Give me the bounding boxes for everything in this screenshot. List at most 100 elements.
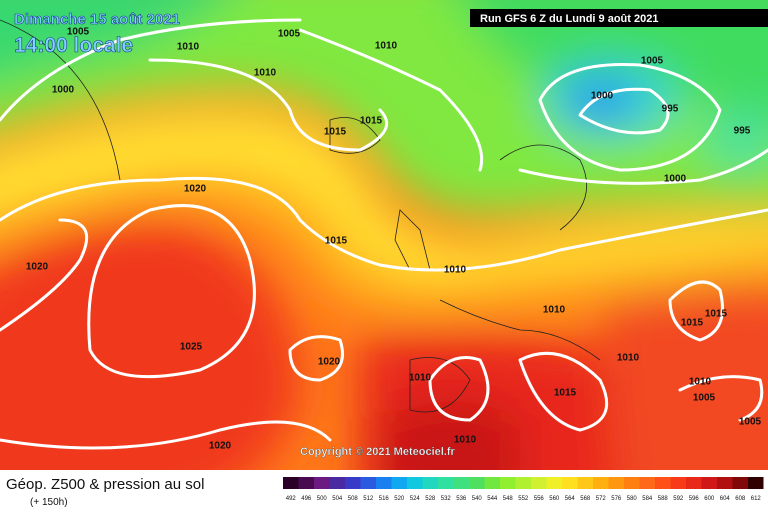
isobar-label: 995 xyxy=(734,126,751,137)
legend-value: 568 xyxy=(580,496,591,502)
legend-swatch xyxy=(469,477,485,489)
legend-swatch xyxy=(701,477,717,489)
legend-value: 556 xyxy=(534,496,545,502)
isobar-label: 1025 xyxy=(180,342,203,353)
legend-value: 588 xyxy=(658,496,669,502)
legend-value: 496 xyxy=(301,496,312,502)
legend-value: 508 xyxy=(348,496,359,502)
isobar-label: 1005 xyxy=(67,27,90,38)
legend-value: 576 xyxy=(611,496,622,502)
legend-swatch xyxy=(593,477,609,489)
legend-swatch xyxy=(515,477,531,489)
legend-swatch xyxy=(670,477,686,489)
isobar-label: 1010 xyxy=(617,353,640,364)
isobar-label: 1010 xyxy=(543,305,566,316)
legend-swatch xyxy=(438,477,454,489)
legend-value: 524 xyxy=(410,496,421,502)
isobar-label: 1005 xyxy=(641,56,664,67)
legend-swatch xyxy=(283,477,299,489)
legend-title: Géop. Z500 & pression au sol xyxy=(6,476,204,493)
legend-value: 572 xyxy=(596,496,607,502)
isobar-label: 1010 xyxy=(454,435,477,446)
legend-swatch xyxy=(686,477,702,489)
legend-value: 584 xyxy=(642,496,653,502)
legend-value: 544 xyxy=(487,496,498,502)
copyright: Copyright © 2021 Meteociel.fr xyxy=(300,446,456,458)
isobar-label: 1010 xyxy=(254,68,277,79)
isobar-label: 1015 xyxy=(681,318,704,329)
legend-swatch xyxy=(748,477,764,489)
legend-swatch xyxy=(391,477,407,489)
isobar-label: 1020 xyxy=(209,441,232,452)
legend-value: 536 xyxy=(456,496,467,502)
legend-swatch xyxy=(422,477,438,489)
isobar-label: 1015 xyxy=(360,116,383,127)
isobar-label: 1010 xyxy=(375,41,398,52)
legend-value: 564 xyxy=(565,496,576,502)
legend-value: 548 xyxy=(503,496,514,502)
legend-swatch xyxy=(608,477,624,489)
legend-swatch xyxy=(546,477,562,489)
legend-swatch xyxy=(360,477,376,489)
legend-value: 492 xyxy=(286,496,297,502)
run-box xyxy=(470,9,768,27)
legend-swatch xyxy=(484,477,500,489)
legend-value: 504 xyxy=(332,496,343,502)
time: 14:00 locale xyxy=(14,34,133,57)
legend-swatch xyxy=(376,477,392,489)
legend-swatch xyxy=(639,477,655,489)
legend-swatch xyxy=(407,477,423,489)
isobar-label: 1020 xyxy=(26,262,49,273)
coastlines xyxy=(0,19,601,413)
legend-swatch xyxy=(655,477,671,489)
legend-swatch xyxy=(314,477,330,489)
isobars xyxy=(0,18,768,450)
legend-value: 540 xyxy=(472,496,483,502)
isobar-label: 1010 xyxy=(177,42,200,53)
legend-value: 580 xyxy=(627,496,638,502)
legend-value: 608 xyxy=(735,496,746,502)
legend-value: 516 xyxy=(379,496,390,502)
legend-subtitle: (+ 150h) xyxy=(30,497,68,508)
legend-swatch xyxy=(624,477,640,489)
isobar-label: 1010 xyxy=(409,373,432,384)
isobar-label: 1010 xyxy=(444,265,467,276)
legend-swatch xyxy=(298,477,314,489)
isobar-label: 1020 xyxy=(184,184,207,195)
isobar-label: 1020 xyxy=(318,357,341,368)
legend-value: 552 xyxy=(518,496,529,502)
legend-value: 500 xyxy=(317,496,328,502)
isobar-label: 1000 xyxy=(591,91,614,102)
isobar-label: 1000 xyxy=(664,174,687,185)
legend-value: 520 xyxy=(394,496,405,502)
legend-swatch xyxy=(453,477,469,489)
legend-swatch xyxy=(345,477,361,489)
isobar-label: 1000 xyxy=(52,85,75,96)
legend-swatch xyxy=(329,477,345,489)
legend-swatch xyxy=(500,477,516,489)
legend-swatch xyxy=(577,477,593,489)
legend-swatch xyxy=(717,477,733,489)
legend-swatch xyxy=(531,477,547,489)
isobar-label: 1015 xyxy=(705,309,728,320)
isobar-label: 1005 xyxy=(693,393,716,404)
isobar-label: 1015 xyxy=(324,127,347,138)
isobar-label: 1005 xyxy=(739,417,762,428)
legend-value: 592 xyxy=(673,496,684,502)
legend-scale: 492 496 500 504 508 512 516 520 524 528 532 536 540 5… xyxy=(283,477,764,502)
legend-value: 612 xyxy=(751,496,762,502)
isobar-label: 995 xyxy=(662,104,679,115)
isobar-label: 1010 xyxy=(689,377,712,388)
legend-value: 600 xyxy=(704,496,715,502)
isobar-label: 1005 xyxy=(278,29,301,40)
legend-value: 596 xyxy=(689,496,700,502)
legend-value: 604 xyxy=(720,496,731,502)
legend-swatch xyxy=(562,477,578,489)
isobar-labels: 1005101010051010101010001015101510051000… xyxy=(26,27,762,452)
legend-value: 528 xyxy=(425,496,436,502)
legend-value: 532 xyxy=(441,496,452,502)
legend-value: 560 xyxy=(549,496,560,502)
